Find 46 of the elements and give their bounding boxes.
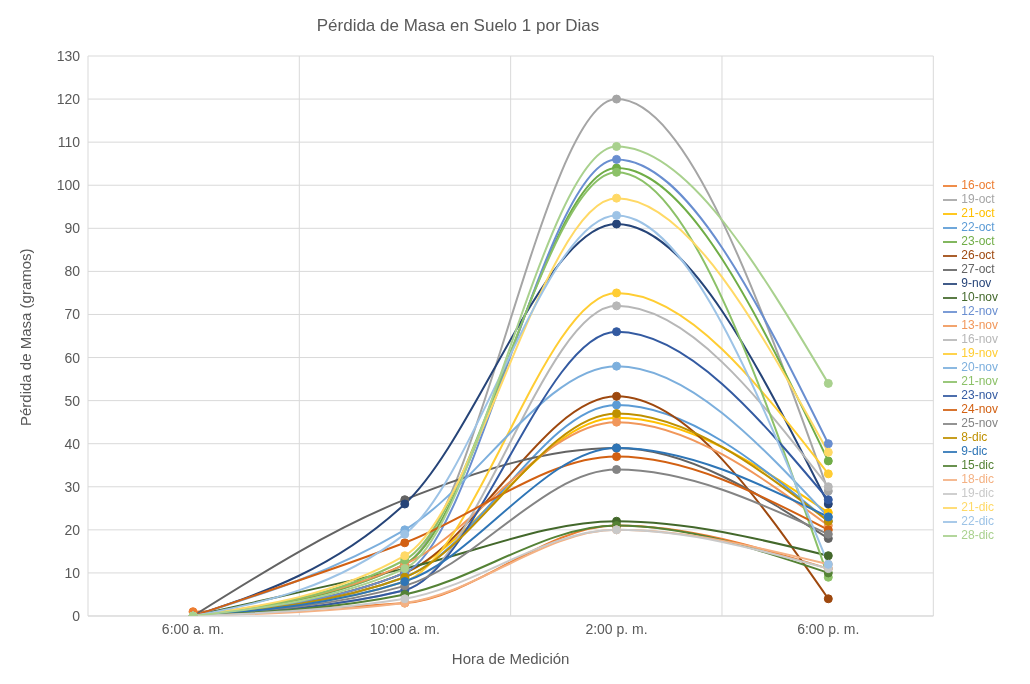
legend-label: 19-oct xyxy=(961,192,995,207)
chart-title: Pérdida de Masa en Suelo 1 por Dias xyxy=(315,15,601,37)
x-axis-title: Hora de Medición xyxy=(451,650,570,667)
y-tick-label: 40 xyxy=(64,435,81,452)
legend-label: 16-nov xyxy=(961,332,998,347)
y-tick-label: 100 xyxy=(56,177,81,194)
y-tick-label: 130 xyxy=(56,47,81,64)
legend-label: 18-dic xyxy=(961,472,994,487)
y-tick-label: 70 xyxy=(64,306,81,323)
x-tick-label: 6:00 p. m. xyxy=(797,620,860,637)
legend-label: 19-nov xyxy=(961,346,998,361)
legend-label: 20-nov xyxy=(961,360,998,375)
legend-label: 9-nov xyxy=(961,276,992,291)
legend-label: 26-oct xyxy=(961,248,995,263)
y-tick-label: 20 xyxy=(64,521,81,538)
legend-label: 8-dic xyxy=(961,430,988,445)
y-tick-label: 90 xyxy=(64,220,81,237)
legend-label: 28-dic xyxy=(961,528,994,543)
legend-label: 21-dic xyxy=(961,500,994,515)
legend-label: 21-nov xyxy=(961,374,998,389)
legend-label: 21-oct xyxy=(961,206,995,221)
y-tick-label: 10 xyxy=(64,564,81,581)
legend-label: 22-oct xyxy=(961,220,995,235)
legend-label: 12-nov xyxy=(961,304,998,319)
y-tick-label: 80 xyxy=(64,263,81,280)
y-tick-label: 110 xyxy=(57,134,81,151)
legend-label: 10-nov xyxy=(961,290,998,305)
y-tick-label: 120 xyxy=(56,91,81,108)
y-tick-label: 60 xyxy=(64,349,81,366)
legend-label: 23-oct xyxy=(961,234,995,249)
x-tick-label: 2:00 p. m. xyxy=(585,620,648,637)
legend-label: 25-nov xyxy=(961,416,998,431)
y-tick-label: 0 xyxy=(72,607,81,624)
legend-label: 16-oct xyxy=(961,178,995,193)
x-tick-label: 6:00 a. m. xyxy=(161,620,225,637)
y-tick-label: 50 xyxy=(64,392,81,409)
y-tick-label: 30 xyxy=(64,478,81,495)
x-tick-label: 10:00 a. m. xyxy=(369,620,440,637)
legend-label: 13-nov xyxy=(961,318,998,333)
legend-label: 23-nov xyxy=(961,388,998,403)
legend-label: 22-dic xyxy=(961,514,994,529)
legend-label: 27-oct xyxy=(961,262,995,277)
y-axis-title: Pérdida de Masa (gramos) xyxy=(17,248,35,426)
legend-label: 15-dic xyxy=(961,458,994,473)
legend-label: 24-nov xyxy=(961,402,998,417)
legend-label: 9-dic xyxy=(961,444,988,459)
